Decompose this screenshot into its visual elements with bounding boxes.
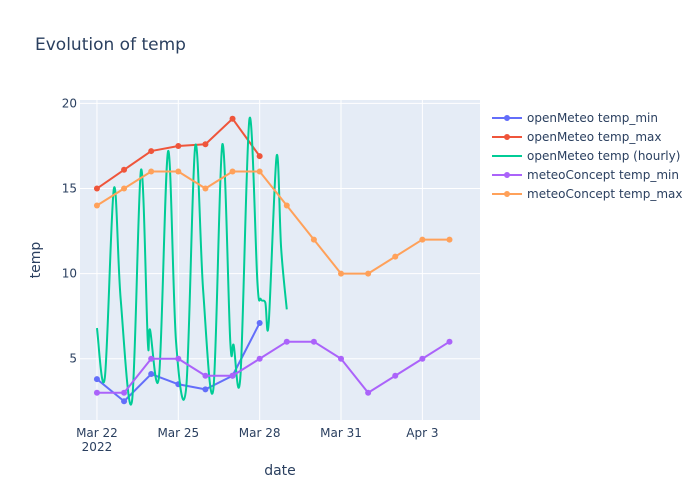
- legend-label: meteoConcept temp_min: [527, 168, 679, 182]
- data-point: [121, 166, 128, 173]
- data-point: [229, 115, 236, 122]
- data-point: [93, 376, 100, 383]
- data-point: [121, 398, 128, 405]
- series-line: [95, 116, 288, 406]
- data-point: [93, 202, 100, 209]
- data-point: [202, 141, 209, 148]
- data-point: [256, 319, 263, 326]
- series-openmeteo-temp-max: [93, 115, 263, 192]
- data-point: [93, 389, 100, 396]
- data-point: [229, 372, 236, 379]
- series-line: [96, 340, 451, 394]
- data-point: [283, 202, 290, 209]
- legend-label: openMeteo temp_min: [527, 111, 658, 125]
- data-point: [365, 270, 372, 277]
- data-point: [392, 372, 399, 379]
- y-tick-label: 5: [69, 352, 77, 366]
- legend-label: openMeteo temp_max: [527, 130, 661, 144]
- chart-title: Evolution of temp: [35, 35, 186, 55]
- data-point: [175, 168, 182, 175]
- data-point: [121, 389, 128, 396]
- data-point: [175, 355, 182, 362]
- data-point: [365, 389, 372, 396]
- data-point: [392, 253, 399, 260]
- legend-label: openMeteo temp (hourly): [527, 149, 680, 163]
- legend-swatch-marker: [504, 172, 510, 178]
- legend[interactable]: openMeteo temp_min openMeteo temp_maxopen…: [492, 111, 682, 201]
- data-point: [310, 236, 317, 243]
- data-point: [148, 148, 155, 155]
- legend-swatch-marker: [504, 191, 510, 197]
- y-axis-title: temp: [28, 242, 44, 279]
- x-tick-label: Mar 28: [239, 426, 281, 440]
- series-openmeteo-temp-hourly-: [95, 116, 288, 406]
- series-meteoconcept-temp-min: [93, 338, 453, 396]
- legend-swatch-marker: [504, 134, 510, 140]
- data-point: [256, 168, 263, 175]
- legend-swatch-marker: [504, 115, 510, 121]
- data-point: [202, 386, 209, 393]
- x-tick-label: Mar 22: [76, 426, 118, 440]
- data-point: [338, 270, 345, 277]
- data-point: [283, 338, 290, 345]
- legend-item[interactable]: openMeteo temp_max: [492, 130, 661, 144]
- x-tick-sublabel: 2022: [82, 440, 113, 454]
- legend-item[interactable]: meteoConcept temp_min: [492, 168, 679, 182]
- data-point: [338, 355, 345, 362]
- data-point: [148, 371, 155, 378]
- x-tick-label: Mar 25: [157, 426, 199, 440]
- data-point: [419, 236, 426, 243]
- legend-label: meteoConcept temp_max: [527, 187, 682, 201]
- x-tick-label: Apr 3: [406, 426, 438, 440]
- data-point: [256, 153, 263, 160]
- data-point: [446, 236, 453, 243]
- data-point: [256, 355, 263, 362]
- data-point: [202, 372, 209, 379]
- legend-item[interactable]: meteoConcept temp_max: [492, 187, 682, 201]
- data-point: [310, 338, 317, 345]
- y-tick-label: 10: [62, 267, 77, 281]
- y-axis-ticks: 5 10 15 20: [62, 96, 77, 365]
- data-point: [175, 142, 182, 149]
- series-line: [96, 170, 450, 275]
- data-point: [229, 168, 236, 175]
- x-axis-title: date: [264, 463, 296, 479]
- data-point: [93, 185, 100, 192]
- data-point: [202, 185, 209, 192]
- x-tick-label: Mar 31: [320, 426, 362, 440]
- legend-item[interactable]: openMeteo temp_min: [492, 111, 658, 125]
- legend-item[interactable]: openMeteo temp (hourly): [492, 149, 680, 163]
- series-layer: [93, 115, 453, 406]
- y-tick-label: 20: [62, 96, 77, 110]
- data-point: [148, 168, 155, 175]
- data-point: [446, 338, 453, 345]
- series-meteoconcept-temp-max: [93, 168, 453, 277]
- y-tick-label: 15: [62, 182, 77, 196]
- data-point: [121, 185, 128, 192]
- data-point: [419, 355, 426, 362]
- data-point: [148, 355, 155, 362]
